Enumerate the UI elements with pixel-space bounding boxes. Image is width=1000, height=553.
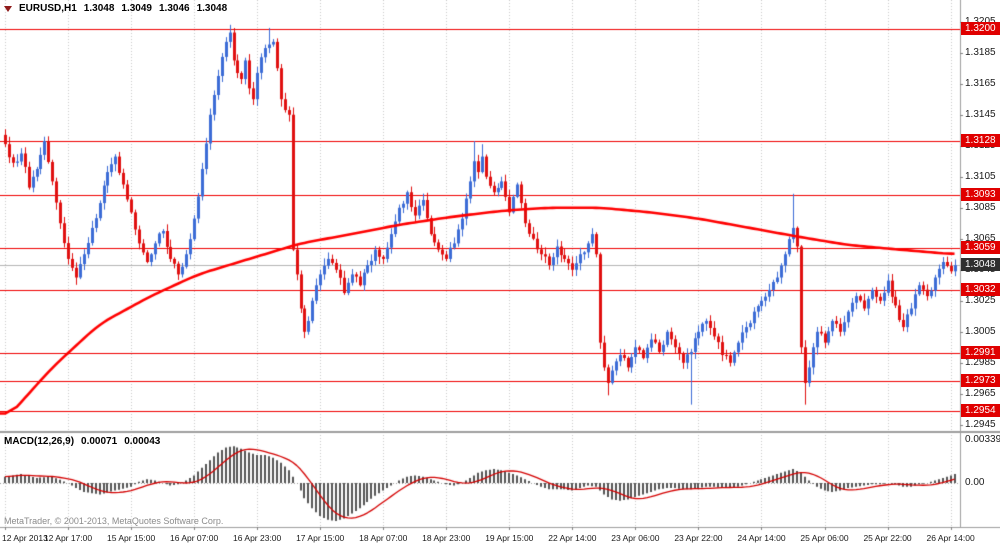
chart-menu-icon[interactable] (4, 6, 12, 12)
price-tick-label: 1.3025 (965, 294, 996, 306)
ohlc-legend: EURUSD,H1 1.3048 1.3049 1.3046 1.3048 (4, 3, 227, 14)
level-badge: 1.3200 (961, 22, 1000, 36)
level-badge: 1.3128 (961, 134, 1000, 148)
macd-axis-label: 0.00339 (965, 434, 1000, 445)
macd-signal-value: 0.00043 (124, 436, 161, 447)
price-tick-label: 1.3065 (965, 232, 996, 244)
price-tick-label: 1.3185 (965, 46, 996, 58)
price-tick-label: 1.3105 (965, 170, 996, 182)
symbol-timeframe-label: EURUSD,H1 (19, 3, 77, 14)
macd-name-label: MACD(12,26,9) (4, 436, 75, 447)
time-axis-label: 15 Apr 15:00 (106, 533, 156, 543)
macd-legend: MACD(12,26,9) 0.00071 0.00043 (4, 436, 160, 447)
time-axis-label: 12 Apr 17:00 (43, 533, 93, 543)
price-tick-label: 1.3205 (965, 15, 996, 27)
high-value: 1.3049 (121, 3, 152, 14)
price-tick-label: 1.2945 (965, 418, 996, 430)
time-axis-label: 24 Apr 14:00 (737, 533, 786, 543)
time-axis-label: 26 Apr 14:00 (926, 533, 975, 543)
price-tick-label: 1.3145 (965, 108, 996, 120)
time-axis-label: 23 Apr 06:00 (611, 533, 660, 543)
macd-axis-label: 0.00 (965, 477, 985, 488)
time-axis-label: 17 Apr 15:00 (296, 533, 345, 543)
time-axis-label: 25 Apr 22:00 (863, 533, 912, 543)
price-tick-label: 1.3165 (965, 77, 996, 89)
level-badge: 1.2973 (961, 374, 1000, 388)
open-value: 1.3048 (83, 3, 115, 14)
time-axis-label: 16 Apr 07:00 (170, 533, 219, 543)
level-badge: 1.3032 (961, 282, 1000, 296)
close-value: 1.3048 (196, 3, 228, 14)
level-badge: 1.2954 (961, 403, 1000, 417)
time-axis-label: 23 Apr 22:00 (674, 533, 723, 543)
time-axis-label: 25 Apr 06:00 (800, 533, 849, 543)
time-axis-label: 22 Apr 14:00 (548, 533, 597, 543)
price-tick-label: 1.2965 (965, 387, 996, 399)
time-axis-label: 16 Apr 23:00 (233, 533, 282, 543)
level-badge: 1.2991 (961, 346, 1000, 360)
time-axis-label: 18 Apr 07:00 (359, 533, 408, 543)
price-tick-label: 1.3005 (965, 325, 996, 337)
level-badge: 1.3059 (961, 241, 1000, 255)
price-tick-label: 1.3085 (965, 201, 996, 213)
price-tick-label: 1.2985 (965, 356, 996, 368)
current-price-badge: 1.3048 (961, 258, 1000, 272)
time-axis-label: 12 Apr 2013 (2, 533, 48, 543)
low-value: 1.3046 (158, 3, 190, 14)
macd-value: 0.00071 (81, 436, 118, 447)
level-badge: 1.3093 (961, 188, 1000, 202)
time-axis-label: 18 Apr 23:00 (422, 533, 471, 543)
copyright-text: MetaTrader, © 2001-2013, MetaQuotes Soft… (4, 516, 224, 526)
time-axis-label: 19 Apr 15:00 (485, 533, 534, 543)
